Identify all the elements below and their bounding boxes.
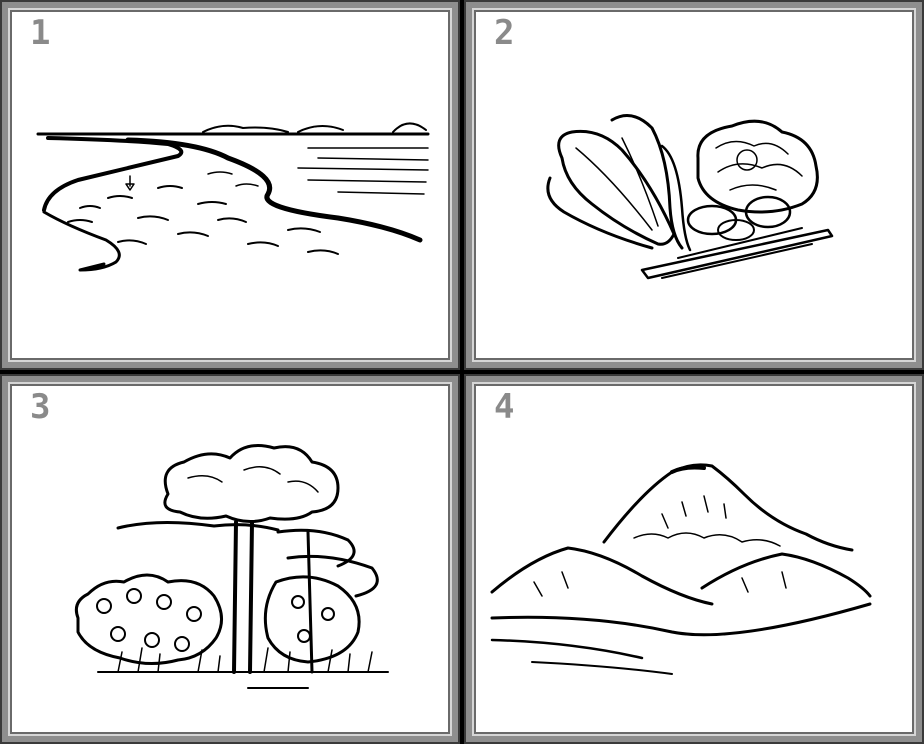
panel-number: 4: [494, 387, 515, 427]
trees-drawing: [74, 444, 389, 689]
panel-number: 1: [30, 13, 51, 53]
mountains-drawing: [490, 463, 872, 675]
panel-number: 3: [30, 387, 51, 427]
panel-number: 2: [494, 13, 515, 53]
river-landscape-drawing: [36, 122, 430, 272]
panel-mountains: 4: [466, 376, 922, 742]
panel-vegetables: 2: [466, 2, 922, 368]
panel-river-landscape: 1: [2, 2, 458, 368]
vegetables-drawing: [546, 114, 834, 280]
panel-trees: 3: [2, 376, 458, 742]
